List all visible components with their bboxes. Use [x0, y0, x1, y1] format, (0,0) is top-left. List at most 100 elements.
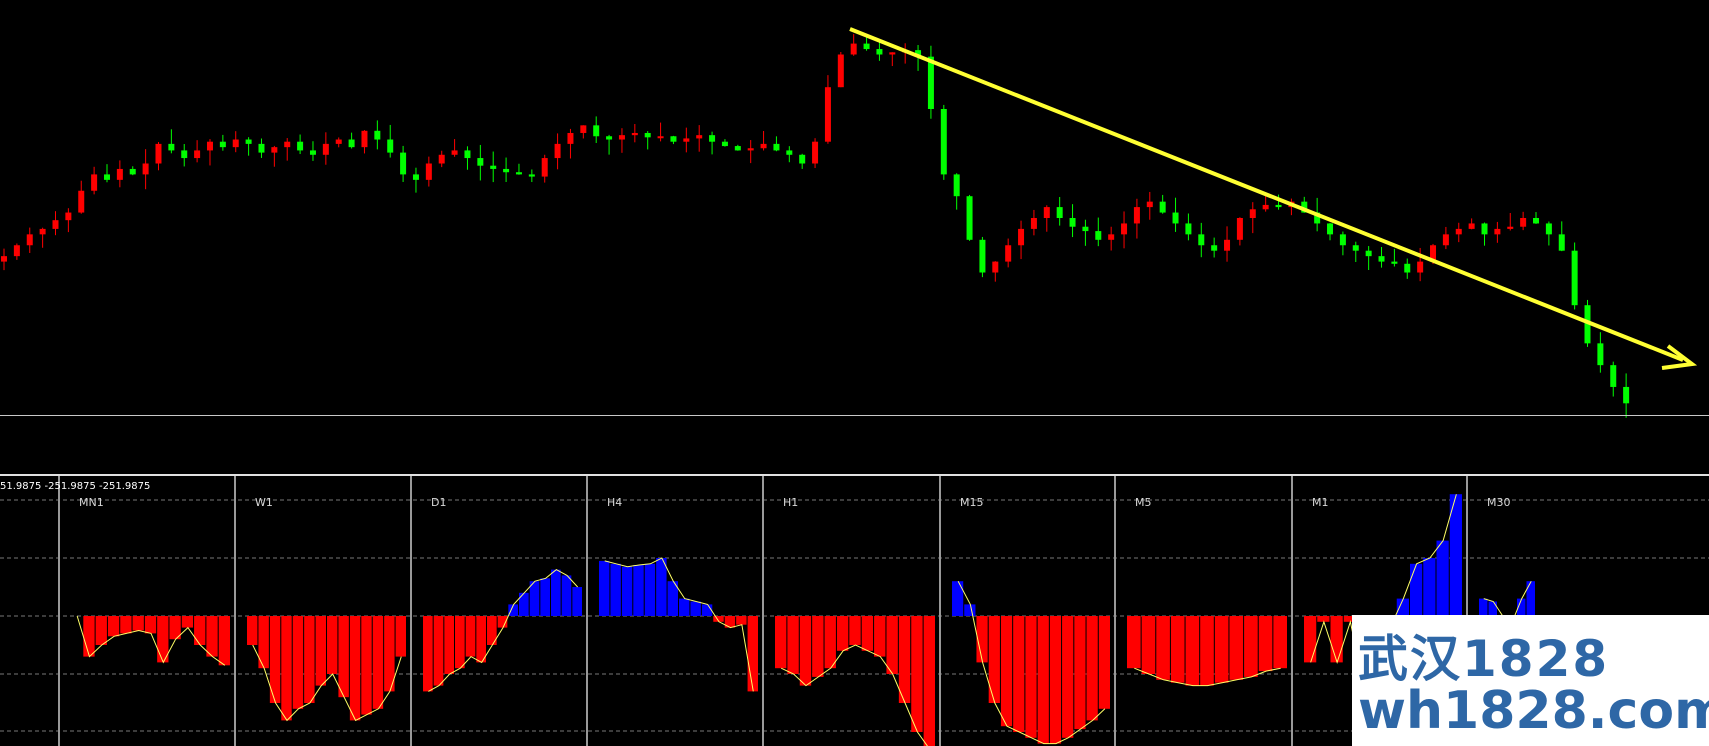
candle	[206, 139, 213, 166]
histogram-bar	[1000, 616, 1013, 727]
candle	[1146, 191, 1153, 220]
histogram-bar	[1479, 598, 1488, 616]
histogram-bar	[1141, 616, 1156, 674]
histogram-bar	[1526, 581, 1535, 616]
candle	[26, 227, 33, 253]
candle	[219, 134, 226, 151]
histogram-bar	[1229, 616, 1244, 680]
candle	[966, 194, 973, 241]
histogram-bar	[713, 616, 724, 622]
histogram-bar	[292, 616, 304, 709]
candle	[1327, 222, 1334, 241]
histogram-bar	[1062, 616, 1074, 738]
candle	[1069, 204, 1076, 238]
candle	[361, 130, 368, 154]
histogram-bar	[976, 616, 988, 663]
histogram-bar	[1037, 616, 1049, 744]
histogram-bar	[132, 616, 144, 631]
histogram-outline	[428, 569, 579, 692]
histogram-outline	[957, 580, 1106, 745]
candle	[953, 173, 960, 210]
candle	[696, 125, 703, 152]
histogram-bar	[644, 563, 656, 616]
histogram-bar	[1127, 616, 1141, 669]
histogram-bar	[433, 616, 444, 686]
histogram-bar	[1258, 616, 1273, 672]
histogram-bar	[1304, 616, 1317, 663]
histogram-bar	[487, 616, 497, 645]
candle	[593, 116, 600, 143]
histogram-bar	[476, 616, 486, 663]
candle	[799, 153, 806, 169]
timeframe-label-h1: H1	[783, 496, 799, 509]
histogram-bar	[874, 616, 886, 657]
candle	[850, 34, 857, 56]
candle	[709, 131, 716, 155]
candle	[129, 166, 136, 176]
candle	[747, 140, 754, 164]
histogram-bar	[497, 616, 508, 628]
candle	[348, 132, 355, 149]
histogram-bar	[444, 616, 454, 674]
histogram-bar	[633, 564, 644, 616]
candle	[271, 145, 278, 167]
candle	[1533, 212, 1540, 224]
candle	[39, 227, 46, 248]
histogram-bar	[849, 616, 861, 645]
histogram-bar	[667, 581, 678, 616]
candle	[181, 144, 188, 167]
candle	[528, 169, 535, 183]
histogram-bar	[338, 616, 349, 698]
candle	[1211, 237, 1218, 258]
candle	[1545, 221, 1552, 246]
candle	[760, 131, 767, 151]
candle	[1404, 258, 1411, 279]
candle	[1005, 238, 1012, 268]
histogram-bar	[181, 616, 194, 628]
candle	[412, 167, 419, 193]
histogram-bar	[508, 604, 518, 616]
histogram-bar	[787, 616, 799, 674]
candle	[1623, 373, 1630, 418]
histogram-bar	[747, 616, 758, 692]
candle	[1558, 221, 1565, 252]
timeframe-label-mn1: MN1	[79, 496, 104, 509]
candle	[1468, 218, 1475, 230]
watermark-line1: 武汉1828	[1358, 630, 1610, 688]
candle	[1262, 194, 1269, 212]
histogram-bar	[157, 616, 169, 663]
histogram-bar	[1185, 616, 1200, 686]
candle	[1520, 211, 1527, 231]
candle	[644, 131, 651, 150]
histogram-bar	[561, 575, 572, 616]
price-panel-bottom-line	[0, 415, 1709, 416]
histogram-bar	[1488, 601, 1497, 616]
histogram-bar	[1170, 616, 1185, 683]
histogram-bar	[1410, 563, 1423, 616]
histogram-bar	[281, 616, 292, 721]
histogram-bar	[519, 592, 529, 616]
candle	[670, 135, 677, 145]
histogram-bar	[656, 558, 667, 616]
histogram-bar	[1244, 616, 1258, 677]
candle	[503, 157, 510, 182]
histogram-bar	[621, 566, 633, 616]
panel-separator[interactable]	[0, 474, 1709, 476]
candle	[374, 120, 381, 150]
candle	[1442, 226, 1449, 250]
candle	[1249, 202, 1256, 234]
candle	[1224, 226, 1231, 262]
histogram-bar	[824, 616, 836, 669]
watermark-logo: 武汉1828 wh1828.com	[1352, 615, 1709, 746]
histogram-bar	[1330, 616, 1343, 663]
candle	[1172, 197, 1179, 232]
candle	[1, 248, 7, 271]
timeframe-label-h4: H4	[607, 496, 623, 509]
candle	[1185, 213, 1192, 241]
histogram-bar	[724, 616, 736, 628]
histogram-bar	[1317, 616, 1330, 622]
candle	[194, 140, 201, 163]
candle	[1365, 246, 1372, 271]
candle	[451, 139, 458, 157]
